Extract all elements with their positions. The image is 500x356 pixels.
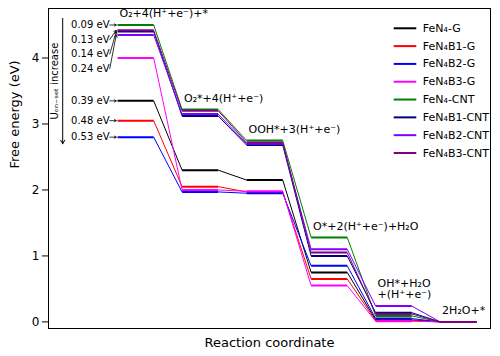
svg-text:Reaction coordinate: Reaction coordinate [205, 335, 335, 350]
svg-text:0.09 eV: 0.09 eV [71, 19, 110, 30]
svg-text:3: 3 [32, 117, 40, 131]
svg-text:0.53 eV: 0.53 eV [71, 131, 110, 142]
svg-text:0.48 eV: 0.48 eV [71, 115, 110, 126]
svg-text:FeN₄B3-CNT: FeN₄B3-CNT [423, 147, 490, 160]
svg-text:OOH*+3(H⁺+e⁻): OOH*+3(H⁺+e⁻) [249, 123, 341, 136]
svg-text:1: 1 [32, 249, 40, 263]
svg-text:FeN₄B2-CNT: FeN₄B2-CNT [423, 129, 490, 142]
svg-text:Uₒₙ₋ₛₑₜ increase: Uₒₙ₋ₛₑₜ increase [49, 43, 60, 120]
svg-text:FeN₄B3-G: FeN₄B3-G [423, 75, 476, 88]
svg-text:O*+2(H⁺+e⁻)+H₂O: O*+2(H⁺+e⁻)+H₂O [313, 220, 419, 233]
svg-text:FeN₄B2-G: FeN₄B2-G [423, 57, 476, 70]
svg-text:FeN₄-CNT: FeN₄-CNT [423, 93, 475, 106]
svg-text:2: 2 [32, 183, 40, 197]
svg-text:0.14 eV: 0.14 eV [71, 48, 110, 59]
svg-text:0.24 eV: 0.24 eV [71, 63, 110, 74]
svg-text:2H₂O+*: 2H₂O+* [442, 304, 486, 317]
svg-text:FeN₄B1-CNT: FeN₄B1-CNT [423, 111, 490, 124]
svg-text:Free energy (eV): Free energy (eV) [7, 60, 22, 168]
svg-text:FeN₄-G: FeN₄-G [423, 22, 461, 35]
svg-text:0: 0 [32, 315, 40, 329]
svg-text:0.39 eV: 0.39 eV [71, 95, 110, 106]
svg-text:O₂*+4(H⁺+e⁻): O₂*+4(H⁺+e⁻) [184, 92, 263, 105]
svg-text:O₂+4(H⁺+e⁻)+*: O₂+4(H⁺+e⁻)+* [119, 7, 208, 20]
svg-text:OH*+H₂O+(H⁺+e⁻): OH*+H₂O+(H⁺+e⁻) [378, 277, 432, 301]
svg-text:0.13 eV: 0.13 eV [71, 34, 110, 45]
svg-text:FeN₄B1-G: FeN₄B1-G [423, 40, 476, 53]
svg-text:4: 4 [32, 51, 40, 65]
